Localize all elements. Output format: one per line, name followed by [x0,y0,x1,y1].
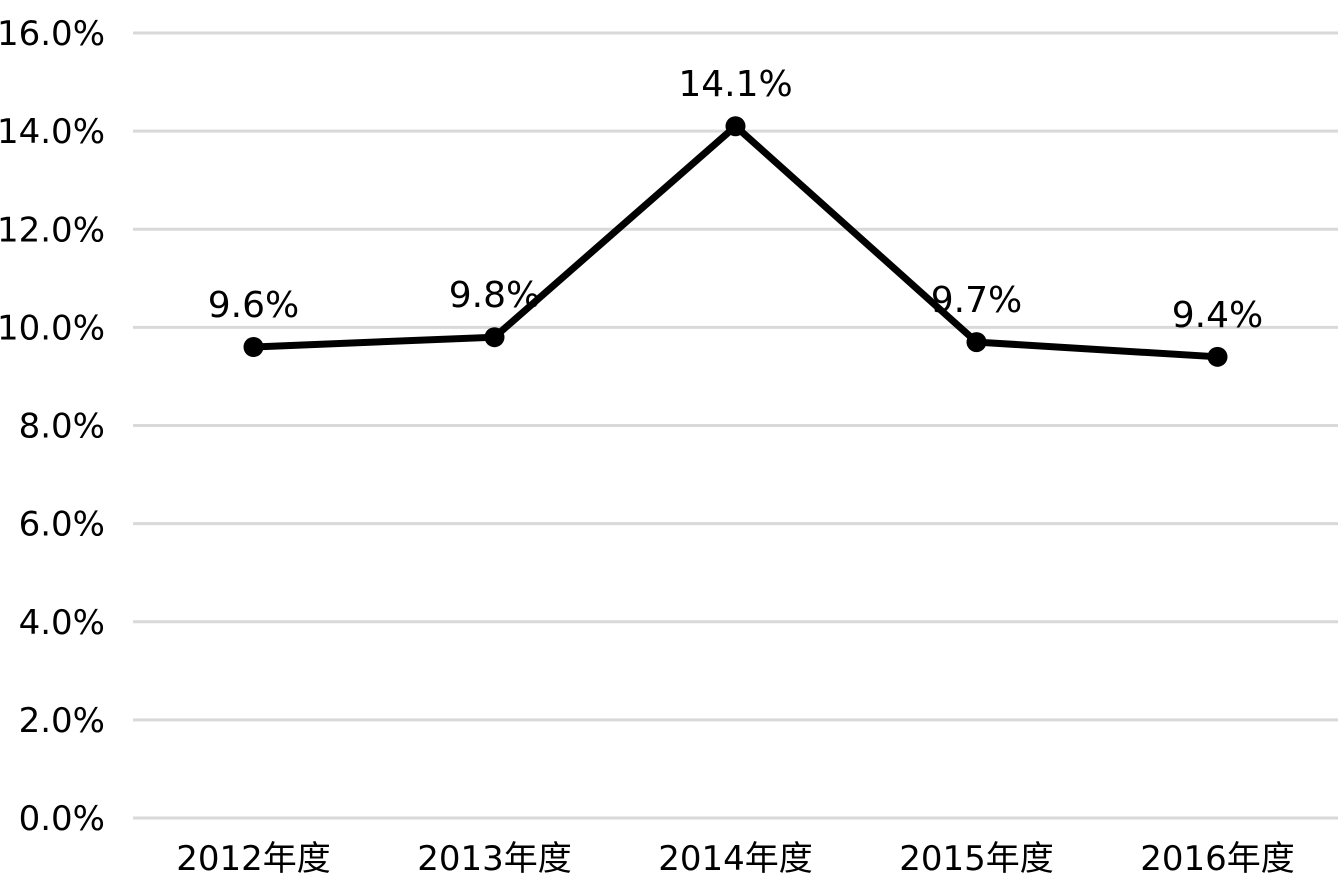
x-tick-label: 2014年度 [658,839,813,879]
x-tick-label: 2016年度 [1140,839,1295,879]
data-point [966,332,987,353]
x-tick-label: 2015年度 [899,839,1054,879]
data-point [243,337,264,357]
y-tick-label: 12.0% [0,210,105,250]
y-tick-label: 6.0% [19,505,105,545]
x-tick-label: 2012年度 [176,839,331,879]
data-label: 14.1% [678,64,792,105]
data-point [484,327,505,348]
y-axis-tick-labels: 0.0% 2.0% 4.0% 6.0% 8.0% 10.0% 12.0% 14.0% 16.0% [0,14,105,839]
gridlines [133,31,1338,820]
data-label: 9.6% [208,285,299,326]
y-tick-label: 2.0% [19,701,105,741]
series-line-group [253,121,1218,361]
data-label: 9.7% [931,280,1022,321]
x-axis-tick-labels: 2012年度 2013年度 2014年度 2015年度 2016年度 [176,839,1295,879]
data-point [725,116,746,137]
data-label: 9.8% [449,275,540,316]
y-tick-label: 8.0% [19,407,105,447]
data-labels: 9.6% 9.8% 14.1% 9.7% 9.4% [208,64,1263,336]
y-tick-label: 10.0% [0,308,105,348]
y-tick-label: 4.0% [19,603,105,643]
y-tick-label: 14.0% [0,112,105,152]
x-tick-label: 2013年度 [417,839,572,879]
data-points [243,116,1228,367]
data-label: 9.4% [1172,295,1263,336]
data-point [1207,346,1228,367]
y-tick-label: 16.0% [0,14,105,54]
y-tick-label: 0.0% [19,799,105,839]
series-line [253,121,1218,361]
